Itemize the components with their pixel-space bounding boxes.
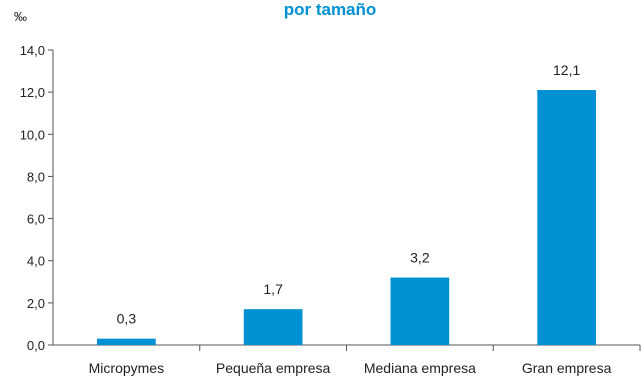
category-label-4: Gran empresa [522, 360, 612, 376]
y-tick-label: 0,0 [27, 338, 45, 353]
bar-4 [537, 90, 596, 346]
y-tick-label: 2,0 [27, 296, 45, 311]
data-label-1: 0,3 [117, 311, 137, 327]
category-label-3: Mediana empresa [364, 360, 476, 376]
y-tick-label: 10,0 [20, 127, 45, 142]
data-labels: 0,3 1,7 3,2 12,1 [117, 62, 581, 327]
y-tick-label: 6,0 [27, 212, 45, 227]
category-label-1: Micropymes [89, 360, 164, 376]
x-axis: Micropymes Pequeña empresa Mediana empresa… [53, 344, 641, 376]
data-label-3: 3,2 [410, 250, 430, 266]
y-axis-unit-label: ‰ [14, 9, 27, 24]
y-tick-label: 8,0 [27, 169, 45, 184]
data-label-4: 12,1 [553, 62, 580, 78]
chart-title: por tamaño [284, 0, 377, 19]
y-tick-label: 12,0 [20, 85, 45, 100]
y-tick-label: 4,0 [27, 254, 45, 269]
category-label-2: Pequeña empresa [216, 360, 331, 376]
bar-2 [243, 309, 303, 345]
data-label-2: 1,7 [263, 281, 283, 297]
y-axis: 0,0 2,0 4,0 6,0 8,0 10,0 12,0 14,0 [20, 43, 54, 353]
bar-1 [97, 338, 156, 345]
bars [97, 90, 596, 346]
y-tick-label: 14,0 [20, 43, 45, 58]
bar-3 [390, 277, 450, 345]
